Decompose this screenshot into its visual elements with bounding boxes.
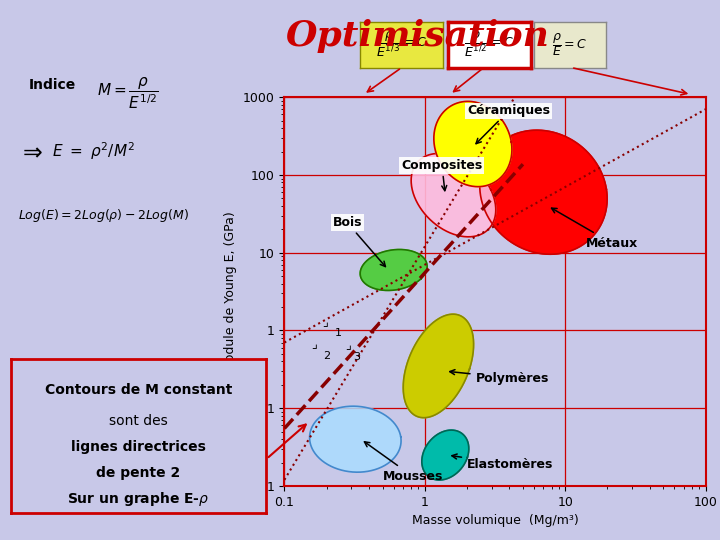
Text: 3: 3	[354, 352, 361, 362]
Text: lignes directrices: lignes directrices	[71, 440, 206, 454]
Text: $\dfrac{\rho}{E^{1/2}} = C$: $\dfrac{\rho}{E^{1/2}} = C$	[464, 30, 515, 59]
Text: $E\ =\ \rho^2/M^2$: $E\ =\ \rho^2/M^2$	[52, 140, 135, 162]
Polygon shape	[422, 430, 469, 480]
Text: $\lrcorner$: $\lrcorner$	[345, 340, 351, 353]
Text: Elastomères: Elastomères	[452, 454, 554, 471]
Text: Contours de M constant: Contours de M constant	[45, 383, 233, 397]
Text: $\lrcorner$: $\lrcorner$	[311, 338, 318, 350]
Text: Céramiques: Céramiques	[467, 104, 550, 144]
Polygon shape	[403, 314, 474, 418]
Polygon shape	[480, 130, 607, 254]
Text: de pente 2: de pente 2	[96, 466, 181, 480]
Text: Indice: Indice	[29, 78, 76, 92]
Text: Composites: Composites	[401, 159, 482, 191]
Text: Polymères: Polymères	[450, 370, 549, 384]
Text: sont des: sont des	[109, 414, 168, 428]
Polygon shape	[310, 406, 401, 472]
Text: 1: 1	[336, 328, 342, 338]
Text: $\Rightarrow$: $\Rightarrow$	[18, 139, 43, 163]
Polygon shape	[360, 249, 427, 291]
Polygon shape	[434, 102, 512, 187]
Text: $Log(E) = 2Log(\rho) - 2Log(M)$: $Log(E) = 2Log(\rho) - 2Log(M)$	[18, 207, 189, 225]
Text: Mousses: Mousses	[364, 442, 443, 483]
Text: $\dfrac{\rho}{E^{1/3}} = C$: $\dfrac{\rho}{E^{1/3}} = C$	[376, 30, 427, 59]
Text: $M = \dfrac{\rho}{E^{1/2}}$: $M = \dfrac{\rho}{E^{1/2}}$	[97, 76, 159, 111]
Polygon shape	[411, 153, 496, 237]
Text: Métaux: Métaux	[552, 208, 638, 249]
Text: $\lrcorner$: $\lrcorner$	[322, 316, 328, 329]
X-axis label: Masse volumique  (Mg/m³): Masse volumique (Mg/m³)	[412, 514, 578, 527]
Text: $\dfrac{\rho}{E} = C$: $\dfrac{\rho}{E} = C$	[552, 31, 588, 58]
Text: 2: 2	[323, 351, 330, 361]
Text: Bois: Bois	[333, 216, 385, 267]
Text: Sur un graphe E-$\rho$: Sur un graphe E-$\rho$	[68, 490, 210, 508]
Y-axis label: Module de Young E, (GPa): Module de Young E, (GPa)	[224, 211, 238, 372]
Text: Optimisation: Optimisation	[286, 19, 549, 53]
